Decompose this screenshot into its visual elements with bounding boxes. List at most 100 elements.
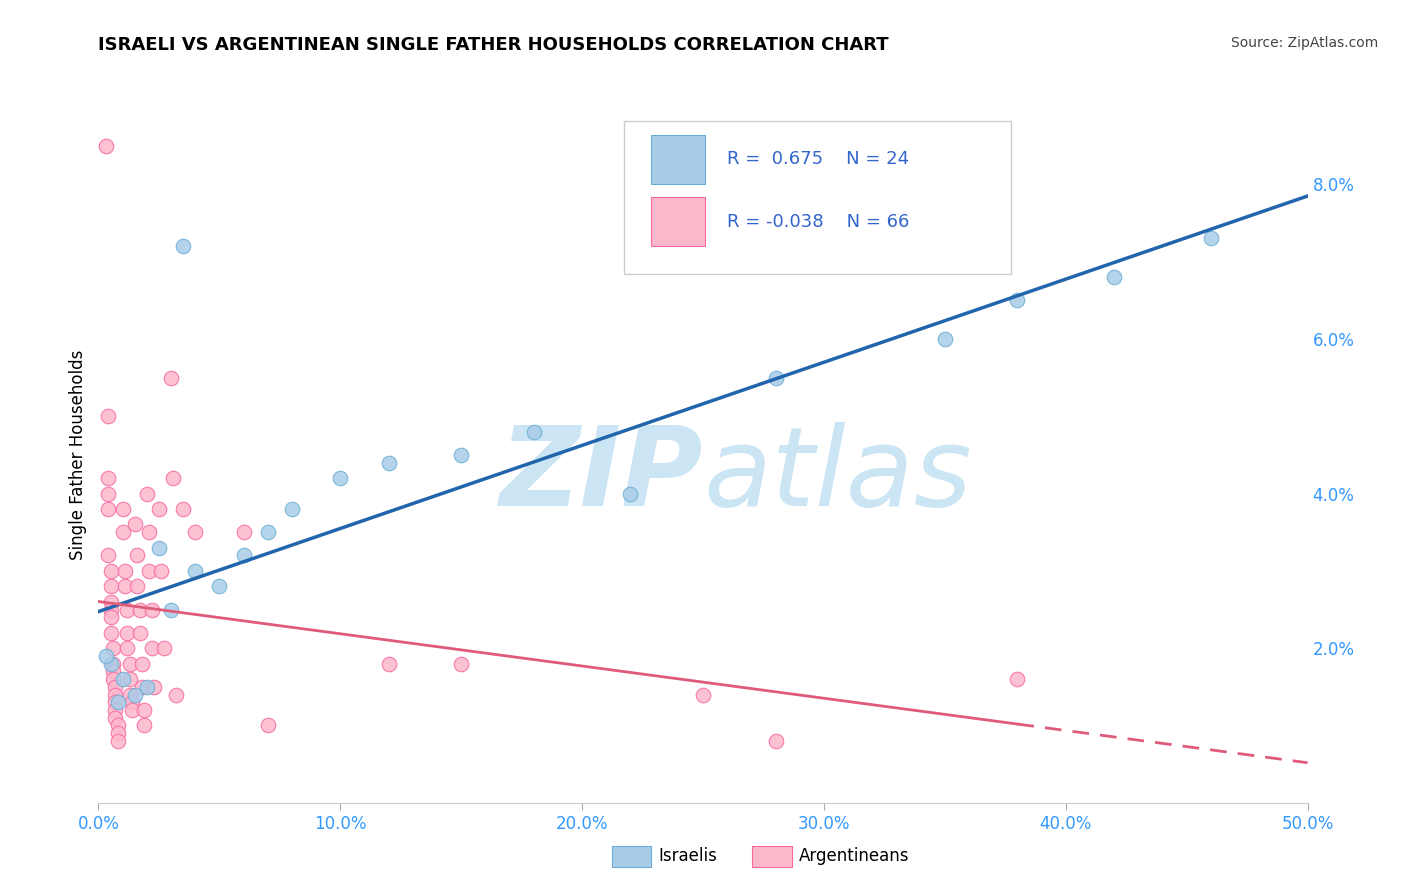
- Point: [131, 657, 153, 671]
- Point: [100, 595, 122, 609]
- Point: [208, 579, 231, 593]
- Point: [114, 579, 136, 593]
- Point: [101, 657, 124, 671]
- Point: [117, 641, 139, 656]
- Point: [148, 541, 170, 555]
- Point: [107, 695, 129, 709]
- Point: [97, 409, 120, 424]
- Point: [450, 448, 472, 462]
- Point: [100, 579, 122, 593]
- Point: [143, 680, 166, 694]
- Point: [117, 625, 139, 640]
- Point: [1007, 672, 1029, 686]
- Point: [111, 502, 134, 516]
- Point: [121, 695, 143, 709]
- Point: [118, 672, 141, 686]
- Point: [765, 734, 787, 748]
- Point: [124, 688, 146, 702]
- Bar: [651, 135, 706, 184]
- Y-axis label: Single Father Households: Single Father Households: [69, 350, 87, 560]
- Point: [162, 471, 184, 485]
- Point: [150, 564, 173, 578]
- Point: [619, 486, 641, 500]
- Text: ISRAELI VS ARGENTINEAN SINGLE FATHER HOUSEHOLDS CORRELATION CHART: ISRAELI VS ARGENTINEAN SINGLE FATHER HOU…: [98, 36, 889, 54]
- Point: [94, 138, 117, 153]
- Point: [232, 525, 254, 540]
- Point: [1007, 293, 1029, 308]
- Bar: [624, 121, 1011, 274]
- Point: [934, 332, 956, 346]
- Point: [135, 680, 157, 694]
- Point: [165, 688, 187, 702]
- Point: [141, 641, 163, 656]
- Text: Argentineans: Argentineans: [799, 847, 910, 865]
- Point: [97, 549, 120, 563]
- Point: [184, 525, 207, 540]
- Point: [135, 486, 157, 500]
- Point: [131, 680, 153, 694]
- Point: [160, 602, 183, 616]
- Point: [107, 718, 129, 732]
- Text: ZIP: ZIP: [499, 422, 703, 529]
- Point: [104, 688, 127, 702]
- Point: [692, 688, 714, 702]
- Point: [256, 718, 278, 732]
- Point: [114, 564, 136, 578]
- Point: [101, 665, 124, 679]
- Point: [138, 525, 160, 540]
- Point: [94, 648, 117, 663]
- Point: [101, 672, 124, 686]
- Point: [118, 688, 141, 702]
- Point: [172, 502, 194, 516]
- Point: [100, 564, 122, 578]
- Point: [100, 657, 122, 671]
- Point: [97, 471, 120, 485]
- Point: [765, 370, 787, 384]
- Point: [329, 471, 352, 485]
- Point: [377, 456, 399, 470]
- Point: [104, 695, 127, 709]
- Point: [111, 525, 134, 540]
- Point: [256, 525, 278, 540]
- Point: [104, 711, 127, 725]
- Point: [232, 549, 254, 563]
- Point: [104, 680, 127, 694]
- Point: [107, 726, 129, 740]
- Point: [281, 502, 304, 516]
- Text: atlas: atlas: [703, 422, 972, 529]
- Point: [377, 657, 399, 671]
- Text: Israelis: Israelis: [658, 847, 717, 865]
- Point: [101, 641, 124, 656]
- Point: [152, 641, 174, 656]
- Text: Source: ZipAtlas.com: Source: ZipAtlas.com: [1230, 36, 1378, 50]
- Point: [104, 703, 127, 717]
- Point: [134, 703, 156, 717]
- Point: [97, 486, 120, 500]
- Point: [127, 549, 149, 563]
- Point: [100, 610, 122, 624]
- Point: [117, 602, 139, 616]
- Bar: [651, 197, 706, 246]
- Point: [1199, 231, 1222, 245]
- Point: [127, 579, 149, 593]
- Point: [128, 602, 150, 616]
- Text: R = -0.038    N = 66: R = -0.038 N = 66: [727, 213, 910, 231]
- Point: [148, 502, 170, 516]
- Point: [100, 625, 122, 640]
- Point: [1102, 270, 1125, 285]
- Point: [450, 657, 472, 671]
- Point: [523, 425, 546, 439]
- Point: [107, 734, 129, 748]
- Point: [124, 517, 146, 532]
- Point: [160, 370, 183, 384]
- Point: [121, 703, 143, 717]
- Point: [97, 502, 120, 516]
- Point: [172, 239, 194, 253]
- Point: [184, 564, 207, 578]
- Point: [118, 657, 141, 671]
- Text: R =  0.675    N = 24: R = 0.675 N = 24: [727, 150, 910, 169]
- Point: [138, 564, 160, 578]
- Point: [100, 602, 122, 616]
- Point: [128, 625, 150, 640]
- Point: [134, 718, 156, 732]
